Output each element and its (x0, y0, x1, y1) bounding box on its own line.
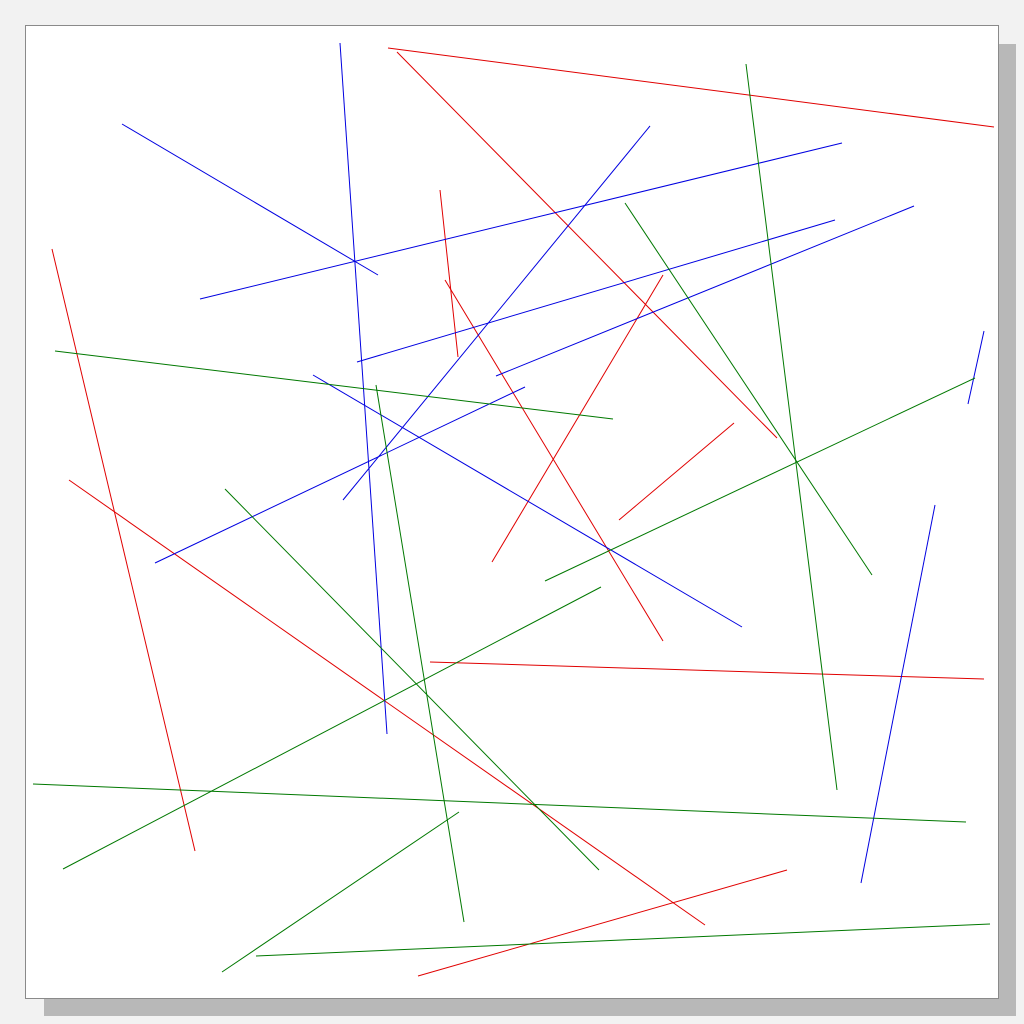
green-line-segment-28 (32, 783, 967, 823)
red-line-segment-6 (618, 422, 735, 521)
green-line-segment-22 (624, 202, 873, 576)
red-line-segment-4 (444, 279, 664, 642)
red-line-segment-8 (68, 479, 706, 926)
red-line-segment-9 (429, 661, 985, 680)
green-line-segment-26 (224, 488, 600, 871)
green-line-segment-25 (544, 377, 976, 582)
red-line-segment-2 (396, 51, 778, 439)
green-line-segment-23 (54, 350, 614, 420)
red-line-segment-7 (51, 248, 196, 852)
green-line-segment-21 (745, 63, 838, 791)
red-line-segment-1 (387, 47, 995, 128)
green-line-segment-29 (221, 811, 460, 973)
blue-line-segment-12 (121, 123, 379, 276)
green-line-segment-30 (255, 923, 991, 957)
blue-line-segment-15 (356, 219, 836, 363)
green-line-segment-24 (375, 384, 465, 923)
red-line-segment-3 (439, 189, 459, 358)
green-line-segment-27 (62, 586, 602, 870)
blue-line-segment-17 (312, 374, 743, 628)
blue-line-segment-19 (967, 330, 985, 405)
red-line-segment-10 (417, 869, 788, 977)
canvas-panel[interactable] (25, 25, 999, 999)
blue-line-segment-20 (860, 504, 936, 884)
blue-line-segment-18 (154, 386, 526, 564)
blue-line-segment-13 (199, 142, 843, 300)
blue-line-segment-14 (342, 125, 651, 501)
blue-line-segment-16 (495, 205, 915, 377)
red-line-segment-5 (491, 274, 664, 563)
